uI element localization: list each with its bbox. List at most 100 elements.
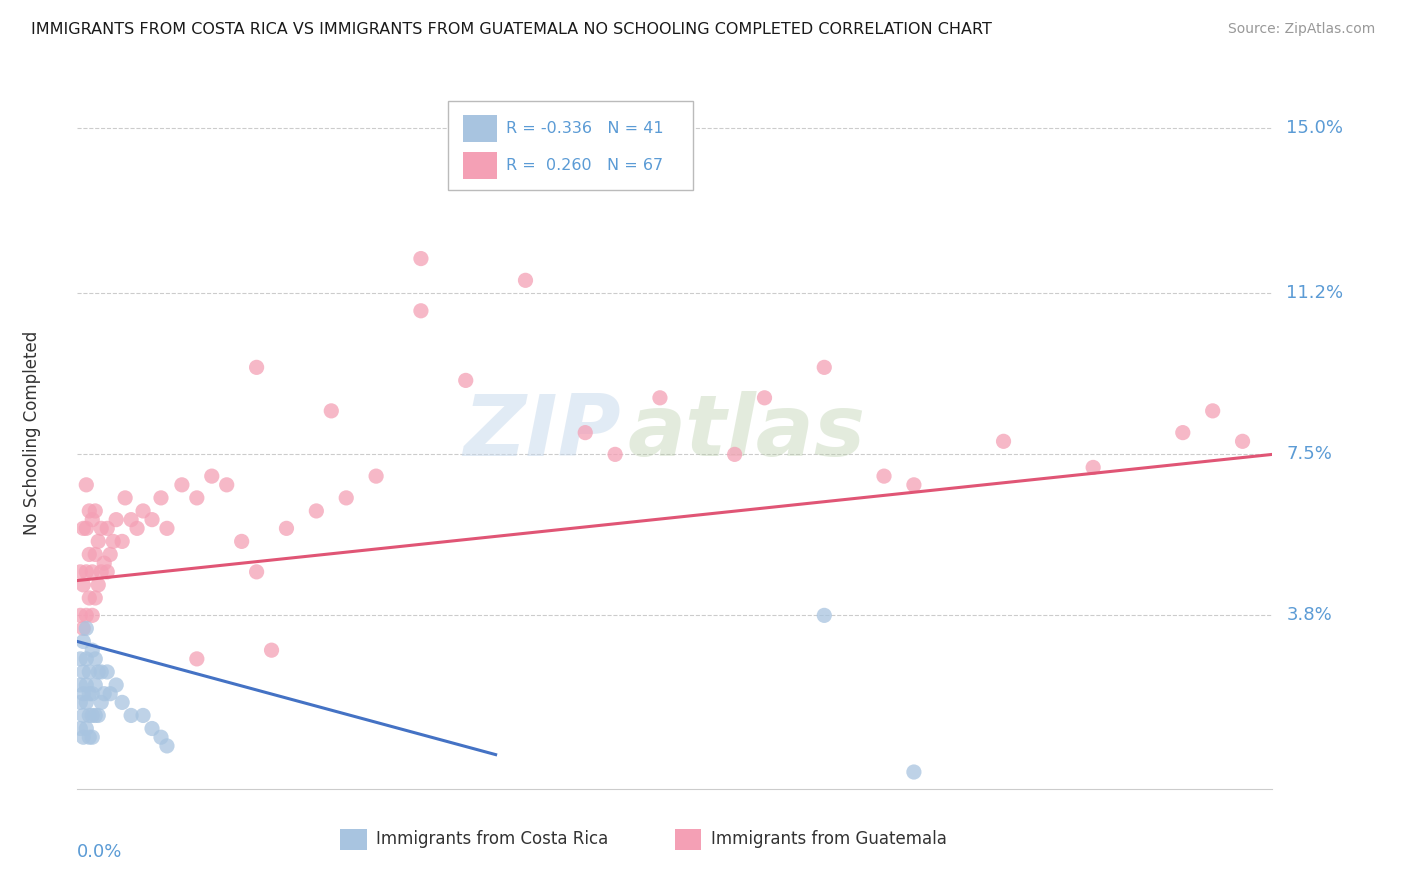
Point xyxy=(82,730,104,744)
Point xyxy=(813,360,835,375)
Point xyxy=(111,695,134,709)
Point xyxy=(69,608,91,623)
Point xyxy=(75,608,97,623)
Point xyxy=(96,521,118,535)
Point xyxy=(186,491,208,505)
Point xyxy=(156,521,179,535)
Point xyxy=(276,521,298,535)
Point xyxy=(98,548,121,562)
Point xyxy=(141,513,163,527)
Point xyxy=(105,513,128,527)
Text: 11.2%: 11.2% xyxy=(1286,285,1344,302)
Point xyxy=(648,391,671,405)
Point xyxy=(84,678,107,692)
Point xyxy=(90,665,112,679)
Point xyxy=(186,652,208,666)
Point xyxy=(84,708,107,723)
Point xyxy=(72,521,94,535)
Point xyxy=(321,404,343,418)
Point xyxy=(75,622,97,636)
Point xyxy=(79,708,101,723)
Point xyxy=(366,469,388,483)
Point xyxy=(150,491,173,505)
Point xyxy=(903,478,925,492)
Point xyxy=(231,534,253,549)
Point xyxy=(75,722,97,736)
Point xyxy=(82,687,104,701)
Text: Source: ZipAtlas.com: Source: ZipAtlas.com xyxy=(1227,22,1375,37)
Point xyxy=(150,730,173,744)
Point xyxy=(79,548,101,562)
Point xyxy=(93,687,115,701)
Text: IMMIGRANTS FROM COSTA RICA VS IMMIGRANTS FROM GUATEMALA NO SCHOOLING COMPLETED C: IMMIGRANTS FROM COSTA RICA VS IMMIGRANTS… xyxy=(31,22,991,37)
FancyBboxPatch shape xyxy=(449,101,693,190)
Text: 3.8%: 3.8% xyxy=(1286,607,1331,624)
Point xyxy=(72,665,94,679)
Point xyxy=(84,504,107,518)
Point xyxy=(409,303,432,318)
Point xyxy=(72,730,94,744)
Point xyxy=(93,556,115,570)
FancyBboxPatch shape xyxy=(340,829,367,850)
Point xyxy=(82,608,104,623)
Text: Immigrants from Guatemala: Immigrants from Guatemala xyxy=(711,830,946,848)
Point xyxy=(87,665,110,679)
Point xyxy=(605,447,627,461)
Point xyxy=(96,665,118,679)
Text: Immigrants from Costa Rica: Immigrants from Costa Rica xyxy=(377,830,609,848)
Point xyxy=(75,565,97,579)
FancyBboxPatch shape xyxy=(675,829,702,850)
Point xyxy=(79,504,101,518)
Point xyxy=(79,730,101,744)
Point xyxy=(69,565,91,579)
Point xyxy=(111,534,134,549)
Point xyxy=(90,565,112,579)
FancyBboxPatch shape xyxy=(464,115,496,142)
Point xyxy=(120,513,142,527)
Point xyxy=(454,373,477,387)
Point xyxy=(132,708,155,723)
Text: 7.5%: 7.5% xyxy=(1286,445,1333,463)
Point xyxy=(79,591,101,605)
Point xyxy=(873,469,896,483)
Point xyxy=(82,708,104,723)
Point xyxy=(90,521,112,535)
Point xyxy=(215,478,238,492)
Point xyxy=(87,534,110,549)
Point xyxy=(84,548,107,562)
Point xyxy=(903,764,925,779)
Text: R = -0.336   N = 41: R = -0.336 N = 41 xyxy=(506,121,664,136)
Point xyxy=(75,478,97,492)
Point xyxy=(96,565,118,579)
Point xyxy=(90,695,112,709)
Point xyxy=(72,578,94,592)
Point xyxy=(127,521,149,535)
Point xyxy=(305,504,328,518)
Point xyxy=(574,425,596,440)
Point xyxy=(79,687,101,701)
Point xyxy=(72,634,94,648)
Point xyxy=(75,521,97,535)
Point xyxy=(1171,425,1194,440)
Text: atlas: atlas xyxy=(627,391,865,475)
Text: 15.0%: 15.0% xyxy=(1286,119,1343,137)
Point xyxy=(103,534,124,549)
Point xyxy=(72,708,94,723)
Text: 0.0%: 0.0% xyxy=(77,843,122,861)
Point xyxy=(75,678,97,692)
Point xyxy=(409,252,432,266)
Point xyxy=(72,622,94,636)
Text: R =  0.260   N = 67: R = 0.260 N = 67 xyxy=(506,158,664,173)
Text: No Schooling Completed: No Schooling Completed xyxy=(22,331,41,534)
Point xyxy=(69,695,91,709)
Point xyxy=(1083,460,1105,475)
Point xyxy=(87,578,110,592)
Point xyxy=(82,643,104,657)
Point xyxy=(246,565,269,579)
Point xyxy=(69,722,91,736)
Point xyxy=(132,504,155,518)
Point xyxy=(993,434,1015,449)
Point xyxy=(72,687,94,701)
Point xyxy=(1202,404,1225,418)
Point xyxy=(114,491,136,505)
